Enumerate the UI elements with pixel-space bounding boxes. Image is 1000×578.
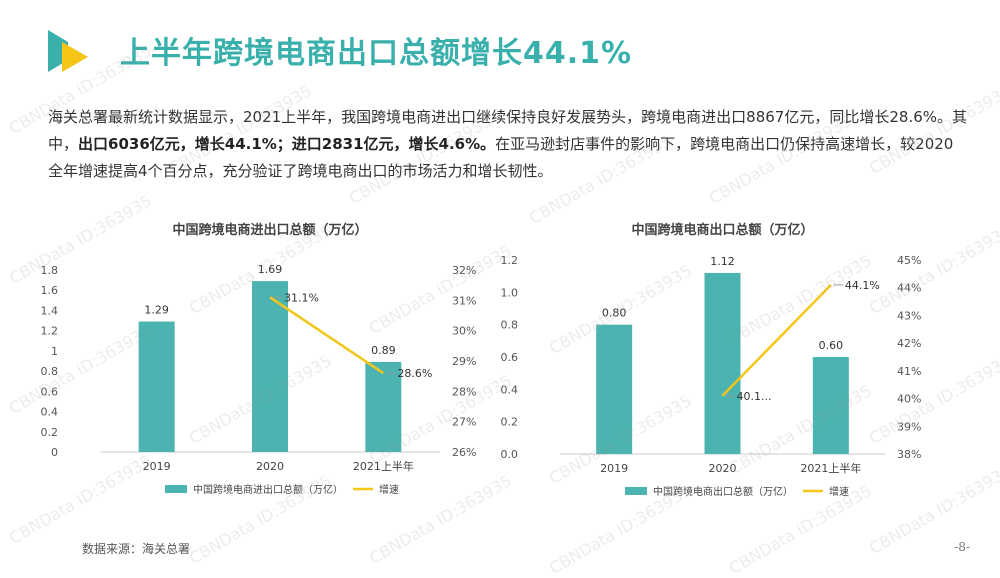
bar-value-label: 1.12 [710,255,735,268]
logo-yellow-triangle [62,42,88,72]
legend-bar-swatch [165,485,187,493]
bar-value-label: 1.29 [144,304,169,317]
legend-bar-label: 中国跨境电商出口总额（万亿） [653,485,793,498]
y-left-tick-label: 1.2 [501,254,519,267]
y-right-tick-label: 42% [897,337,921,350]
bar-value-label: 0.80 [602,307,627,320]
y-right-tick-label: 39% [897,420,921,433]
y-right-tick-label: 45% [897,254,921,267]
x-tick-label: 2021上半年 [800,461,861,475]
x-tick-label: 2020 [256,460,284,473]
legend-bar-swatch [625,487,647,495]
intro-text-2: 在亚马逊封店事件的影响下，跨境电商出口仍保持高速增长，较2020全年增速提高4个… [48,135,954,180]
legend-bar-label: 中国跨境电商进出口总额（万亿） [193,483,343,496]
line-value-label: 40.1... [737,390,772,403]
y-left-tick-label: 1.4 [41,304,59,317]
chart-title: 中国跨境电商出口总额（万亿） [631,222,813,238]
y-right-tick-label: 40% [897,393,921,406]
page-number: -8- [954,540,970,554]
intro-bold-text: 出口6036亿元，增长44.1%；进口2831亿元，增长4.6%。 [78,135,496,153]
y-left-tick-label: 0.2 [41,426,59,439]
intro-paragraph: 海关总署最新统计数据显示，2021上半年，我国跨境电商进出口继续保持良好发展势头… [48,104,968,185]
bar-value-label: 0.89 [371,344,396,357]
y-left-tick-label: 0.6 [501,351,519,364]
chart-title: 中国跨境电商进出口总额（万亿） [172,222,367,238]
growth-line [721,284,832,397]
y-left-tick-label: 0.2 [501,416,519,429]
y-right-tick-label: 41% [897,365,921,378]
y-left-tick-label: 1.6 [41,284,59,297]
legend-line-label: 增速 [829,485,849,498]
y-left-tick-label: 0.6 [41,385,59,398]
y-left-tick-label: 0.4 [501,383,519,396]
y-right-tick-label: 43% [897,309,921,322]
x-tick-label: 2020 [709,462,737,475]
x-tick-label: 2019 [600,462,628,475]
x-tick-label: 2021上半年 [353,459,414,473]
logo-icon [48,30,88,72]
page-title: 上半年跨境电商出口总额增长44.1% [120,36,633,71]
bar [252,281,288,452]
y-left-tick-label: 1.8 [41,264,59,277]
y-right-tick-label: 26% [452,446,476,459]
y-right-tick-label: 44% [897,282,921,295]
chart-import-export-total: 中国跨境电商进出口总额（万亿） 0 0.2 0.4 0.6 0.8 1 1.2 1.4 1.6 1.… [41,222,477,496]
data-source: 数据来源：海关总署 [82,542,191,556]
y-left-tick-label: 0.8 [501,319,519,332]
y-left-tick-label: 0 [51,446,58,459]
bar [596,324,633,454]
y-right-tick-label: 31% [452,294,476,307]
bar [365,362,402,452]
bar-value-label: 1.69 [258,263,283,276]
y-right-tick-label: 30% [452,325,476,338]
y-left-tick-label: 1.0 [501,286,519,299]
bar-value-label: 0.60 [819,339,844,352]
legend-line-label: 增速 [379,483,399,496]
y-left-tick-label: 0.0 [501,448,519,461]
y-left-tick-label: 0.4 [41,406,59,419]
y-right-tick-label: 28% [452,385,476,398]
y-right-tick-label: 38% [897,448,921,461]
y-right-tick-label: 27% [452,416,476,429]
y-left-tick-label: 0.8 [41,365,59,378]
bar [704,272,741,454]
intro-text-1: 海关总署最新统计数据显示，2021上半年，我国跨境电商进出口继续保持良好发展势头… [48,108,968,153]
y-left-tick-label: 1.2 [41,325,59,338]
x-tick-label: 2019 [143,460,171,473]
bar [812,357,849,454]
y-right-tick-label: 32% [452,264,476,277]
bar [138,321,175,452]
line-value-label: 31.1% [284,291,319,304]
y-right-tick-label: 29% [452,355,476,368]
line-value-label: 28.6% [397,367,432,380]
growth-line [269,296,385,375]
y-left-tick-label: 1 [51,345,58,358]
line-value-label: 44.1% [845,279,880,292]
chart-export-total: 中国跨境电商出口总额（万亿） 0.0 0.2 0.4 0.6 0.8 1.0 1.2 38% 39… [501,222,922,498]
